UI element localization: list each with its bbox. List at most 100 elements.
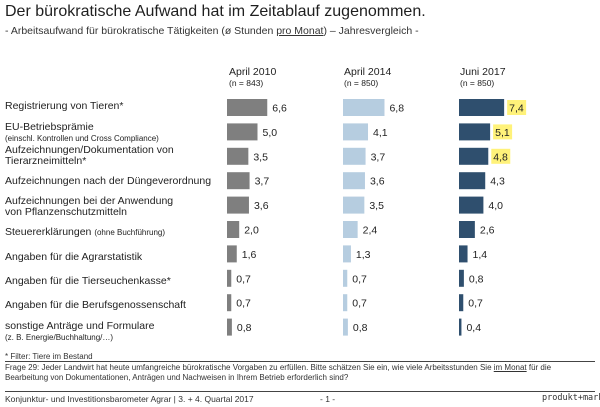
bar <box>459 172 486 190</box>
question-part: für die Bearbeitung von Dokumentationen,… <box>5 363 552 382</box>
row-label: Registrierung von Tieren* <box>5 101 123 112</box>
row-label-main: Aufzeichnungen/Dokumentation von Tierarz… <box>5 144 174 167</box>
row-label: Angaben für die Berufsgenossenschaft <box>5 300 186 311</box>
series-name: April 2014 <box>344 66 392 78</box>
bar <box>227 99 268 116</box>
row-label-main: Steuererklärungen <box>5 226 92 238</box>
column-header-2010: April 2010 (n = 843) <box>229 67 276 89</box>
bar <box>227 221 240 238</box>
row-label-main: Registrierung von Tieren* <box>5 100 124 112</box>
data-label: 0,8 <box>237 322 252 334</box>
bar <box>343 221 358 238</box>
chart-subtitle: - Arbeitsaufwand für bürokratische Tätig… <box>5 25 419 37</box>
value-highlight <box>491 148 511 164</box>
data-label: 3,7 <box>371 151 386 163</box>
row-label-note: (einschl. Kontrollen und Cross Complianc… <box>5 133 159 143</box>
data-label: 2,6 <box>480 225 495 237</box>
data-label: 6,8 <box>389 103 404 115</box>
bar <box>459 221 475 238</box>
bar <box>459 123 491 141</box>
data-label: 0,7 <box>352 298 367 310</box>
bar <box>343 123 369 141</box>
value-highlight <box>507 100 527 115</box>
bar <box>227 245 237 263</box>
divider <box>5 361 595 362</box>
row-label-note: (ohne Buchführung) <box>94 228 166 237</box>
data-label: 0,7 <box>236 298 251 310</box>
bar <box>227 294 232 312</box>
series-name: Juni 2017 <box>460 66 506 78</box>
row-label: Steuererklärungen (ohne Buchführung) <box>5 227 165 239</box>
bar <box>343 172 365 190</box>
data-label: 3,5 <box>369 200 384 212</box>
bar <box>459 99 505 116</box>
question-part: Frage 29: Jeder Landwirt hat heute umfan… <box>5 363 494 372</box>
footnote: * Filter: Tiere im Bestand <box>5 352 93 361</box>
data-label: 1,6 <box>242 249 257 261</box>
data-label: 0,7 <box>352 273 367 285</box>
sample-size: (n = 843) <box>229 78 264 88</box>
column-header-2014: April 2014 (n = 850) <box>344 67 391 89</box>
data-label: 0,7 <box>236 273 251 285</box>
data-label: 2,0 <box>244 225 259 237</box>
data-label: 4,0 <box>488 200 503 212</box>
value-highlight <box>493 124 513 140</box>
row-label: sonstige Anträge und Formulare (z. B. Ene… <box>5 321 154 343</box>
bar <box>343 245 351 263</box>
row-label-main: Angaben für die Berufsgenossenschaft <box>5 299 186 311</box>
bar <box>343 99 385 116</box>
data-label: 3,6 <box>254 200 269 212</box>
row-label-main: sonstige Anträge und Formulare <box>5 320 155 332</box>
row-label: Aufzeichnungen bei der Anwendung von Pfl… <box>5 196 190 217</box>
subtitle-part: - Arbeitsaufwand für bürokratische Tätig… <box>5 25 277 37</box>
bar <box>227 196 249 214</box>
brand-logo: produkt+markt <box>542 393 600 403</box>
bar <box>227 172 250 190</box>
data-label: 1,3 <box>356 249 371 261</box>
row-label-note: (z. B. Energie/Buchhaltung/…) <box>5 332 114 342</box>
row-label-main: EU-Betriebsprämie <box>5 121 94 133</box>
data-label: 0,4 <box>466 322 481 334</box>
data-label: 4,8 <box>493 151 508 163</box>
row-label-main: Aufzeichnungen nach der Düngeverordnung <box>5 175 212 187</box>
bar <box>459 294 464 312</box>
data-label: 0,7 <box>468 298 483 310</box>
data-label: 5,0 <box>263 127 278 139</box>
source-note: Konjunktur- und Investitionsbarometer Ag… <box>5 394 254 404</box>
sample-size: (n = 850) <box>344 78 379 88</box>
subtitle-part: ) – Jahresvergleich - <box>323 25 419 37</box>
sample-size: (n = 850) <box>460 78 495 88</box>
data-label: 7,4 <box>509 103 524 115</box>
bar <box>459 245 468 263</box>
row-label-main: Angaben für die Agrarstatistik <box>5 251 143 263</box>
bar <box>343 318 348 336</box>
chart-title: Der bürokratische Aufwand hat im Zeitabl… <box>5 3 426 20</box>
row-label-main: Aufzeichnungen bei der Anwendung von Pfl… <box>5 195 174 218</box>
row-label: Angaben für die Tierseuchenkasse* <box>5 276 171 287</box>
bar <box>459 147 489 165</box>
data-label: 1,4 <box>473 249 488 261</box>
data-label: 3,6 <box>370 176 385 188</box>
bar <box>343 294 348 312</box>
bar <box>343 269 348 287</box>
divider <box>5 391 595 392</box>
bar <box>459 318 462 336</box>
bar <box>227 147 249 165</box>
bar <box>227 318 232 336</box>
bar <box>459 269 464 287</box>
bar <box>343 196 365 214</box>
row-label: EU-Betriebsprämie (einschl. Kontrollen un… <box>5 122 159 144</box>
data-label: 4,3 <box>490 176 505 188</box>
series-name: April 2010 <box>229 66 277 78</box>
row-label: Aufzeichnungen nach der Düngeverordnung <box>5 176 211 187</box>
data-label: 0,8 <box>469 273 484 285</box>
bar <box>459 196 484 214</box>
page-number: - 1 - <box>320 394 336 404</box>
question-underlined: im Monat <box>493 363 527 372</box>
data-label: 5,1 <box>495 127 510 139</box>
bar <box>227 269 232 287</box>
survey-question: Frage 29: Jeder Landwirt hat heute umfan… <box>5 363 590 382</box>
data-label: 3,5 <box>253 151 268 163</box>
bar <box>227 123 258 141</box>
